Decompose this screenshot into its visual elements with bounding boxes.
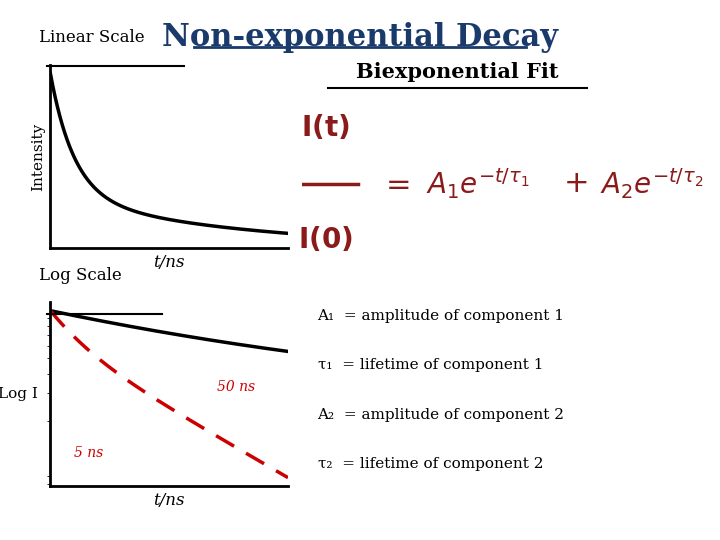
Text: τ₂  = lifetime of component 2: τ₂ = lifetime of component 2 (318, 457, 543, 471)
Text: $+$: $+$ (563, 168, 588, 199)
Point (294, 180, 302, 187)
X-axis label: t/ns: t/ns (153, 254, 185, 271)
Text: Biexponential Fit: Biexponential Fit (356, 62, 559, 82)
Text: 5 ns: 5 ns (74, 446, 104, 460)
Y-axis label: Log I: Log I (0, 387, 38, 401)
Text: A₁  = amplitude of component 1: A₁ = amplitude of component 1 (318, 309, 564, 323)
Text: τ₁  = lifetime of component 1: τ₁ = lifetime of component 1 (318, 359, 543, 373)
Text: Non-exponential Decay: Non-exponential Decay (162, 22, 558, 52)
Point (354, 180, 362, 187)
Text: Linear Scale: Linear Scale (39, 30, 144, 46)
X-axis label: t/ns: t/ns (153, 491, 185, 509)
Text: $\mathbf{I(t)}$: $\mathbf{I(t)}$ (301, 113, 349, 142)
Text: $=$: $=$ (380, 168, 410, 199)
Text: $\mathbf{I(0)}$: $\mathbf{I(0)}$ (297, 225, 352, 254)
Text: 50 ns: 50 ns (217, 380, 255, 394)
Text: $A_2e^{-t/\tau_2}$: $A_2e^{-t/\tau_2}$ (600, 166, 703, 201)
Text: A₂  = amplitude of component 2: A₂ = amplitude of component 2 (318, 408, 564, 422)
Text: $A_1e^{-t/\tau_1}$: $A_1e^{-t/\tau_1}$ (426, 166, 529, 201)
Text: Log Scale: Log Scale (39, 267, 121, 284)
Y-axis label: Intensity: Intensity (31, 123, 45, 191)
